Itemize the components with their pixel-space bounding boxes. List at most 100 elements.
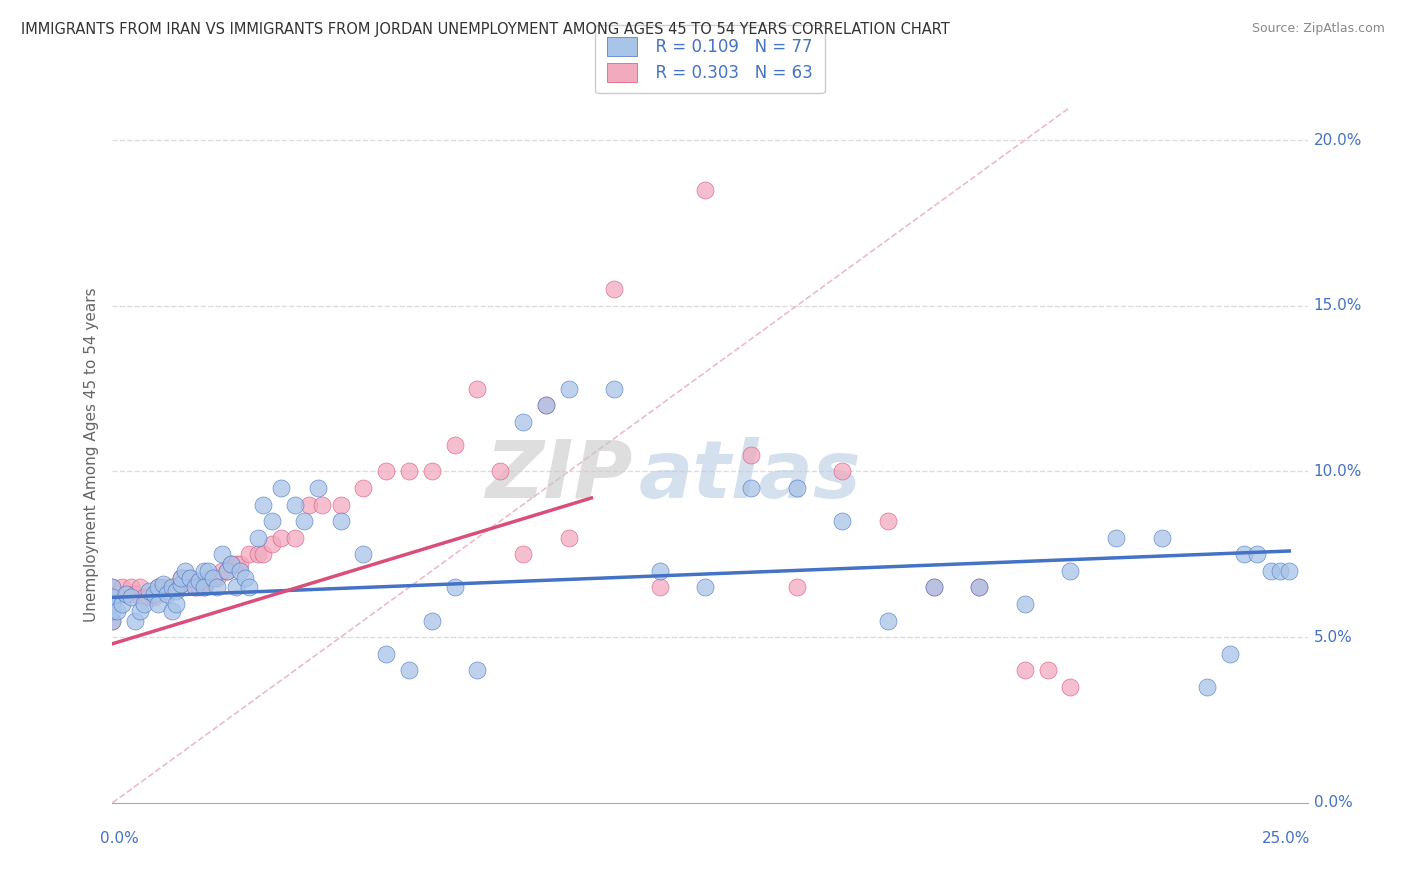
Point	[233, 570, 256, 584]
Point	[603, 282, 626, 296]
Point	[156, 583, 179, 598]
Point	[142, 587, 165, 601]
Point	[967, 581, 990, 595]
Point	[443, 581, 465, 595]
Point	[138, 591, 160, 605]
Point	[1233, 547, 1256, 561]
Point	[1059, 680, 1081, 694]
Point	[270, 481, 292, 495]
Point	[170, 577, 193, 591]
Point	[1246, 547, 1268, 561]
Point	[262, 537, 284, 551]
Point	[101, 597, 124, 611]
Point	[229, 558, 252, 572]
Point	[156, 587, 179, 601]
Point	[1219, 647, 1241, 661]
Point	[170, 570, 193, 584]
Point	[512, 415, 534, 429]
Point	[262, 514, 284, 528]
Point	[284, 531, 307, 545]
Point	[120, 591, 142, 605]
Point	[193, 581, 215, 595]
Point	[134, 591, 156, 605]
Point	[967, 581, 990, 595]
Point	[115, 587, 138, 601]
Point	[375, 647, 398, 661]
Point	[105, 587, 128, 601]
Point	[225, 581, 247, 595]
Point	[160, 581, 183, 595]
Point	[174, 564, 197, 578]
Point	[352, 481, 374, 495]
Point	[160, 604, 183, 618]
Point	[329, 514, 352, 528]
Point	[152, 581, 174, 595]
Point	[152, 577, 174, 591]
Point	[648, 581, 671, 595]
Text: Source: ZipAtlas.com: Source: ZipAtlas.com	[1251, 22, 1385, 36]
Point	[120, 581, 142, 595]
Point	[648, 564, 671, 578]
Point	[215, 564, 238, 578]
Point	[375, 465, 398, 479]
Point	[165, 583, 187, 598]
Point	[170, 577, 193, 591]
Point	[284, 498, 307, 512]
Point	[420, 465, 443, 479]
Point	[124, 614, 146, 628]
Point	[443, 438, 465, 452]
Point	[188, 581, 211, 595]
Text: 10.0%: 10.0%	[1313, 464, 1362, 479]
Point	[101, 581, 124, 595]
Point	[115, 587, 138, 601]
Point	[207, 581, 229, 595]
Point	[1036, 663, 1059, 677]
Text: 15.0%: 15.0%	[1313, 298, 1362, 313]
Point	[211, 547, 233, 561]
Point	[238, 547, 260, 561]
Point	[188, 574, 211, 588]
Point	[270, 531, 292, 545]
Point	[146, 581, 169, 595]
Point	[193, 581, 215, 595]
Point	[1270, 564, 1292, 578]
Point	[101, 591, 124, 605]
Text: 20.0%: 20.0%	[1313, 133, 1362, 148]
Text: 5.0%: 5.0%	[1313, 630, 1353, 645]
Point	[183, 581, 205, 595]
Point	[1260, 564, 1282, 578]
Point	[1014, 597, 1036, 611]
Point	[165, 581, 187, 595]
Point	[467, 663, 489, 677]
Point	[557, 382, 579, 396]
Point	[207, 570, 229, 584]
Point	[922, 581, 945, 595]
Point	[179, 570, 201, 584]
Text: IMMIGRANTS FROM IRAN VS IMMIGRANTS FROM JORDAN UNEMPLOYMENT AMONG AGES 45 TO 54 : IMMIGRANTS FROM IRAN VS IMMIGRANTS FROM …	[21, 22, 950, 37]
Point	[201, 570, 224, 584]
Point	[1014, 663, 1036, 677]
Point	[174, 570, 197, 584]
Point	[225, 558, 247, 572]
Point	[740, 448, 762, 462]
Point	[534, 398, 557, 412]
Point	[1105, 531, 1128, 545]
Point	[101, 597, 124, 611]
Legend:   R = 0.109   N = 77,   R = 0.303   N = 63: R = 0.109 N = 77, R = 0.303 N = 63	[595, 25, 825, 94]
Point	[146, 597, 169, 611]
Point	[183, 581, 205, 595]
Point	[160, 581, 183, 595]
Point	[1150, 531, 1173, 545]
Point	[124, 587, 146, 601]
Point	[786, 581, 808, 595]
Point	[238, 581, 260, 595]
Point	[307, 481, 329, 495]
Point	[252, 498, 274, 512]
Point	[193, 564, 215, 578]
Point	[101, 604, 124, 618]
Point	[877, 514, 900, 528]
Point	[831, 465, 853, 479]
Point	[877, 614, 900, 628]
Text: 0.0%: 0.0%	[100, 831, 139, 846]
Point	[211, 564, 233, 578]
